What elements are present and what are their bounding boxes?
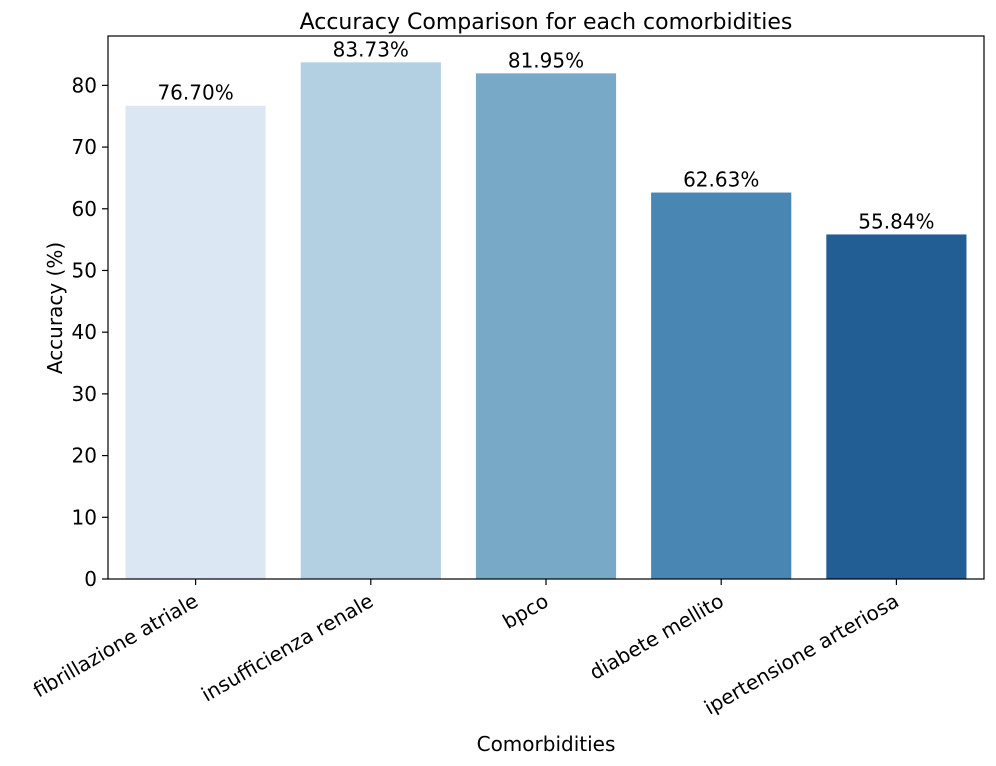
y-tick-label-1: 10 [72,505,97,529]
y-tick-label-6: 60 [72,197,97,221]
x-axis-label: Comorbidities [477,732,616,756]
bars-group [125,62,967,580]
y-tick-label-0: 0 [84,567,97,591]
data-label-1: 83.73% [333,37,409,61]
y-tick-label-7: 70 [72,135,97,159]
chart-title: Accuracy Comparison for each comorbiditi… [300,10,793,35]
y-axis-ticks: 0 10 20 30 40 50 60 70 80 [72,73,108,591]
y-axis-label: Accuracy (%) [43,242,67,374]
data-labels-group: 76.70% 83.73% 81.95% 62.63% 55.84% [157,37,934,233]
plot-frame [107,35,985,580]
data-label-0: 76.70% [157,81,233,105]
bar-0 [125,105,266,579]
x-tick-label-3: diabete mellito [585,589,727,685]
x-tick-label-4: ipertensione arteriosa [700,589,903,720]
y-tick-label-8: 80 [72,73,97,97]
data-label-3: 62.63% [683,168,759,192]
y-tick-label-4: 40 [72,320,97,344]
bar-2 [475,73,617,580]
x-tick-label-1: insufficienza renale [197,589,377,707]
x-tick-label-2: bpco [498,589,552,634]
bar-1 [300,62,441,579]
y-tick-label-2: 20 [72,444,97,468]
y-tick-label-5: 50 [72,258,97,282]
bar-3 [651,192,792,579]
x-tick-label-0: fibrillazione atriale [29,589,202,703]
data-label-4: 55.84% [858,209,934,233]
bar-4 [826,234,967,579]
data-label-2: 81.95% [508,48,584,72]
y-tick-label-3: 30 [72,382,97,406]
